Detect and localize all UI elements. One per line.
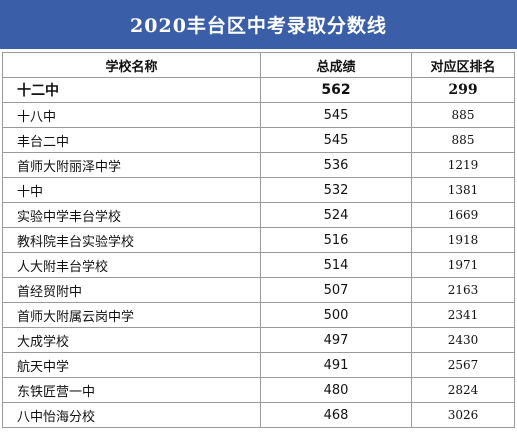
table-row: 首师大附丽泽中学 536 1219: [2, 152, 515, 178]
total-score: 480: [260, 377, 412, 403]
school-name: 首经贸附中: [2, 277, 261, 303]
table-row: 十二中 562 299: [2, 77, 515, 103]
district-rank: 1381: [411, 177, 515, 203]
district-rank: 2824: [411, 377, 515, 403]
total-score: 545: [260, 102, 412, 128]
district-rank: 1669: [411, 202, 515, 228]
school-name: 实验中学丰台学校: [2, 202, 261, 228]
school-name: 大成学校: [2, 327, 261, 353]
district-rank: 3026: [411, 402, 515, 428]
table-row: 首师大附属云岗中学 500 2341: [2, 302, 515, 328]
table-row: 八中怡海分校 468 3026: [2, 402, 515, 428]
total-score: 516: [260, 227, 412, 253]
school-name: 十二中: [2, 77, 261, 103]
district-rank: 2567: [411, 352, 515, 378]
total-score: 524: [260, 202, 412, 228]
total-score: 514: [260, 252, 412, 278]
page-title: 2020丰台区中考录取分数线: [0, 0, 517, 49]
table-row: 十八中 545 885: [2, 102, 515, 128]
total-score: 532: [260, 177, 412, 203]
total-score: 491: [260, 352, 412, 378]
total-score: 507: [260, 277, 412, 303]
district-rank: 1971: [411, 252, 515, 278]
total-score: 468: [260, 402, 412, 428]
table-row: 航天中学 491 2567: [2, 352, 515, 378]
header-score: 总成绩: [260, 52, 412, 78]
total-score: 536: [260, 152, 412, 178]
district-rank: 885: [411, 127, 515, 153]
table-header-row: 学校名称 总成绩 对应区排名: [2, 52, 515, 78]
school-name: 八中怡海分校: [2, 402, 261, 428]
total-score: 500: [260, 302, 412, 328]
school-name: 丰台二中: [2, 127, 261, 153]
district-rank: 1219: [411, 152, 515, 178]
school-name: 首师大附丽泽中学: [2, 152, 261, 178]
total-score: 545: [260, 127, 412, 153]
table-row: 实验中学丰台学校 524 1669: [2, 202, 515, 228]
school-name: 东铁匠营一中: [2, 377, 261, 403]
table-row: 东铁匠营一中 480 2824: [2, 377, 515, 403]
table-row: 十中 532 1381: [2, 177, 515, 203]
district-rank: 2430: [411, 327, 515, 353]
district-rank: 2163: [411, 277, 515, 303]
score-table: 学校名称 总成绩 对应区排名 十二中 562 299 十八中 545 885 丰…: [2, 52, 515, 428]
table-row: 首经贸附中 507 2163: [2, 277, 515, 303]
table-row: 教科院丰台实验学校 516 1918: [2, 227, 515, 253]
total-score: 562: [260, 77, 412, 103]
school-name: 十八中: [2, 102, 261, 128]
district-rank: 2341: [411, 302, 515, 328]
total-score: 497: [260, 327, 412, 353]
school-name: 航天中学: [2, 352, 261, 378]
table-row: 大成学校 497 2430: [2, 327, 515, 353]
school-name: 十中: [2, 177, 261, 203]
school-name: 人大附丰台学校: [2, 252, 261, 278]
header-school: 学校名称: [2, 52, 261, 78]
table-row: 丰台二中 545 885: [2, 127, 515, 153]
header-rank: 对应区排名: [411, 52, 515, 78]
school-name: 教科院丰台实验学校: [2, 227, 261, 253]
table-row: 人大附丰台学校 514 1971: [2, 252, 515, 278]
district-rank: 1918: [411, 227, 515, 253]
district-rank: 299: [411, 77, 515, 103]
district-rank: 885: [411, 102, 515, 128]
school-name: 首师大附属云岗中学: [2, 302, 261, 328]
